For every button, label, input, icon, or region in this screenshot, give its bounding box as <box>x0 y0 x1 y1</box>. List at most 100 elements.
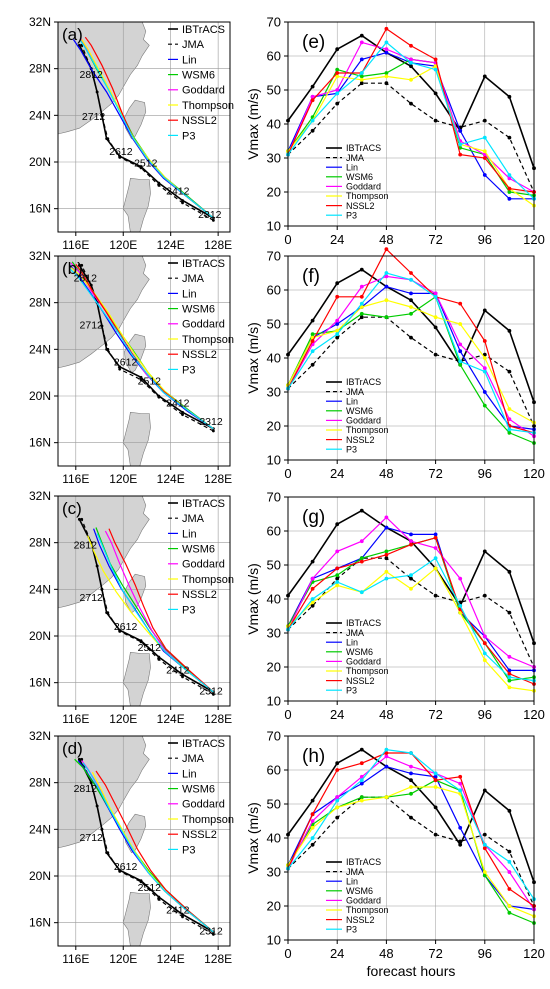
data-point-p3 <box>409 573 413 578</box>
data-point-thompson <box>433 566 438 571</box>
data-point-lin <box>384 50 389 55</box>
map-y-tick-label: 28N <box>29 62 51 76</box>
map-legend-label-jma: JMA <box>182 39 205 51</box>
data-point-goddard <box>310 576 315 581</box>
track-point-jma <box>139 378 143 382</box>
data-point-goddard <box>482 634 487 639</box>
data-point-thompson <box>384 74 389 79</box>
map-legend-label-lin: Lin <box>182 528 197 540</box>
track-point-jma <box>106 347 110 351</box>
date-label: 2812 <box>80 69 104 81</box>
data-point-jma <box>482 593 487 598</box>
series-line-jma <box>287 796 535 907</box>
x-tick-label: 96 <box>478 232 492 247</box>
y-tick-label: 20 <box>267 185 281 200</box>
data-point-nssl2 <box>507 186 512 191</box>
data-point-lin <box>335 322 340 326</box>
data-point-thompson <box>482 149 487 154</box>
data-point-p3 <box>433 771 438 776</box>
map-legend-label-thompson: Thompson <box>182 574 234 586</box>
data-point-nssl2 <box>310 586 315 591</box>
x-tick-label: 72 <box>428 466 442 481</box>
data-point-jma <box>335 815 340 820</box>
track-line-ibtracs <box>78 758 214 933</box>
data-point-nssl2 <box>482 339 487 343</box>
data-point-goddard <box>507 654 512 659</box>
map-legend-label-nssl2: NSSL2 <box>182 829 217 841</box>
data-point-nssl2 <box>458 774 463 779</box>
line-legend-label-lin: Lin <box>346 162 358 172</box>
track-point-jma <box>139 880 143 884</box>
track-point-jma <box>181 675 184 679</box>
map-legend-label-wsm6: WSM6 <box>182 543 215 555</box>
map-legend-label-ibtracs: IBTrACS <box>182 738 225 750</box>
track-point-ibtracs <box>139 375 143 379</box>
x-tick-label: 96 <box>478 946 492 961</box>
data-point-wsm6 <box>359 795 364 800</box>
line-legend-label-lin: Lin <box>346 637 358 647</box>
line-legend-label-jma: JMA <box>346 153 364 163</box>
line-legend-label-ibtracs: IBTrACS <box>346 618 381 628</box>
track-point-jma <box>118 367 122 371</box>
track-point-jma <box>118 869 122 873</box>
data-point-ibtracs <box>335 47 340 52</box>
line-legend-label-thompson: Thompson <box>346 905 389 915</box>
data-point-ibtracs <box>310 318 315 323</box>
data-point-ibtracs <box>359 747 364 752</box>
data-point-goddard <box>384 754 389 759</box>
data-point-p3 <box>359 71 364 75</box>
track-point-jma <box>157 395 161 399</box>
map-legend-label-nssl2: NSSL2 <box>182 349 217 361</box>
map-x-tick-label: 120E <box>109 472 137 486</box>
map-legend-label-lin: Lin <box>182 288 197 300</box>
map-legend-label-lin: Lin <box>182 54 197 66</box>
track-line-nssl2 <box>95 770 214 933</box>
data-point-p3 <box>310 597 315 601</box>
map-legend-label-ibtracs: IBTrACS <box>182 258 225 270</box>
map-y-tick-label: 32N <box>29 729 51 743</box>
track-point-ibtracs <box>157 895 161 899</box>
data-point-p3 <box>310 349 315 354</box>
data-point-thompson <box>359 305 364 309</box>
y-axis-title: Vmax (m/s) <box>245 563 261 635</box>
data-point-goddard <box>310 94 315 99</box>
y-tick-label: 10 <box>267 933 281 948</box>
date-label: 2312 <box>199 416 223 428</box>
track-point-ibtracs <box>77 517 81 521</box>
panel-label: (c) <box>62 499 82 518</box>
x-tick-label: 120 <box>523 946 545 961</box>
data-point-lin <box>433 532 438 537</box>
map-y-tick-label: 20N <box>29 629 51 643</box>
map-legend-label-goddard: Goddard <box>182 559 225 571</box>
map-x-tick-label: 120E <box>109 238 137 252</box>
track-point-jma <box>181 201 184 205</box>
line-legend-label-lin: Lin <box>346 396 358 406</box>
data-point-jma <box>409 815 413 820</box>
data-point-p3 <box>384 40 389 45</box>
map-legend-label-thompson: Thompson <box>182 334 234 346</box>
map-x-tick-label: 116E <box>62 952 89 966</box>
map-y-tick-label: 16N <box>29 436 51 450</box>
track-point-jma <box>139 640 143 644</box>
map-y-tick-label: 16N <box>29 676 51 690</box>
land-china <box>58 496 150 609</box>
data-point-lin <box>384 764 389 769</box>
map-legend-label-wsm6: WSM6 <box>182 303 215 315</box>
data-point-ibtracs <box>335 761 340 766</box>
date-label: 2812 <box>74 783 98 795</box>
track-point-jma <box>89 781 93 785</box>
data-point-thompson <box>384 298 389 303</box>
y-tick-label: 10 <box>267 219 281 234</box>
map-legend-label-goddard: Goddard <box>182 319 225 331</box>
line-legend-label-p3: P3 <box>346 685 357 695</box>
data-point-jma <box>433 352 438 357</box>
line-legend-label-goddard: Goddard <box>346 657 381 667</box>
panel-label: (f) <box>302 266 320 287</box>
map-x-tick-label: 128E <box>204 238 232 252</box>
map-legend-label-nssl2: NSSL2 <box>182 115 217 127</box>
data-point-jma <box>359 315 364 320</box>
data-point-p3 <box>359 778 364 783</box>
track-line-p3 <box>82 762 214 933</box>
